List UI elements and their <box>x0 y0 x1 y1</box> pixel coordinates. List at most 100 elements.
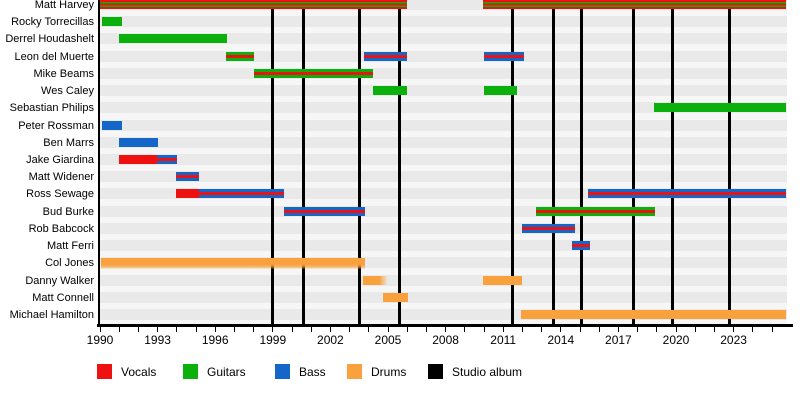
axis-tick <box>464 327 466 332</box>
bar-ben-marrs <box>119 137 158 147</box>
axis-tick <box>253 327 255 332</box>
x-axis-label: 1999 <box>259 333 287 347</box>
member-label: Matt Ferri <box>46 240 94 253</box>
bar-matt-harvey <box>100 0 408 9</box>
legend-label-guitars: Guitars <box>207 364 246 379</box>
member-row-band <box>100 171 787 183</box>
bar-matt-harvey <box>483 0 787 9</box>
legend-item-vocals: Vocals <box>97 364 156 379</box>
x-axis-label: 2014 <box>547 333 575 347</box>
x-axis-label: 2002 <box>317 333 344 347</box>
member-label: Col Jones <box>45 257 94 270</box>
axis-tick <box>617 327 619 332</box>
axis-tick <box>675 327 677 332</box>
bar-bud-burke <box>284 206 365 216</box>
axis-tick <box>483 327 485 332</box>
member-label: Rocky Torrecillas <box>11 16 94 29</box>
legend-label-studio-album: Studio album <box>452 364 523 379</box>
bar-leon-del-muerte <box>225 51 254 61</box>
x-axis-label: 2008 <box>432 333 459 347</box>
bar-matt-widener <box>175 172 199 182</box>
x-axis-label: 1996 <box>201 333 229 347</box>
axis-tick <box>176 327 178 332</box>
album-line <box>632 0 636 326</box>
axis-tick <box>214 327 216 332</box>
member-label: Jake Giardina <box>26 154 94 166</box>
x-axis-label: 2017 <box>605 333 632 347</box>
x-axis-label: 2005 <box>374 333 402 347</box>
member-label: Matt Harvey <box>34 0 94 11</box>
drums-swatch-icon <box>347 364 362 379</box>
bar-ross-sewage <box>587 189 787 199</box>
axis-tick <box>752 327 754 332</box>
axis-tick <box>541 327 543 332</box>
legend-item-studio-album: Studio album <box>428 364 522 379</box>
album-line <box>670 0 674 326</box>
bar-ross-sewage <box>175 189 199 199</box>
bar-matt-ferri <box>572 241 590 251</box>
bar-wes-caley <box>372 86 408 96</box>
axis-tick <box>157 327 159 332</box>
legend-label-bass: Bass <box>299 364 326 379</box>
axis-tick <box>771 327 773 332</box>
member-label: Leon del Muerte <box>14 50 95 63</box>
member-row-band <box>100 240 787 252</box>
member-label: Rob Babcock <box>28 222 94 235</box>
member-label: Wes Caley <box>41 85 94 98</box>
member-label: Derrel Houdashelt <box>5 33 94 46</box>
studio-album-swatch-icon <box>428 364 443 379</box>
member-label: Matt Widener <box>28 171 94 184</box>
x-axis-label: 1990 <box>86 333 114 347</box>
axis-tick <box>349 327 351 332</box>
member-label: Ben Marrs <box>43 136 94 149</box>
member-row-band <box>100 33 787 45</box>
album-line <box>580 0 584 326</box>
album-line <box>728 0 732 326</box>
bar-sebastian-philips <box>653 103 787 113</box>
bar-danny-walker <box>483 275 523 285</box>
axis-tick <box>502 327 504 332</box>
album-line <box>302 0 305 326</box>
member-row-band <box>100 309 787 320</box>
member-row-band <box>100 291 787 303</box>
album-line <box>398 0 401 326</box>
axis-tick <box>137 327 139 332</box>
guitars-swatch-icon <box>183 364 198 379</box>
vocals-swatch-icon <box>97 364 112 379</box>
member-row-band <box>100 50 787 62</box>
member-row-band <box>100 85 787 97</box>
axis-tick <box>445 327 447 332</box>
album-line <box>357 0 361 326</box>
axis-tick <box>637 327 639 332</box>
axis-tick <box>694 327 696 332</box>
bar-danny-walker <box>363 275 388 285</box>
bar-rocky-torrecillas <box>101 17 123 27</box>
plot-area <box>100 0 787 327</box>
album-line <box>551 0 555 326</box>
x-axis-label: 2020 <box>662 333 690 347</box>
legend-item-drums: Drums <box>347 364 406 379</box>
y-axis-line <box>98 0 100 327</box>
member-row-band <box>100 102 787 114</box>
bar-jake-giardina <box>156 155 177 164</box>
axis-tick <box>329 327 331 332</box>
bar-col-jones <box>101 257 365 269</box>
axis-tick <box>425 327 427 332</box>
axis-tick <box>406 327 408 332</box>
x-axis-label: 2023 <box>720 333 747 347</box>
x-axis-line <box>97 324 793 327</box>
axis-tick <box>118 327 120 332</box>
axis-tick <box>713 327 715 332</box>
member-label: Sebastian Philips <box>9 102 94 115</box>
legend-label-vocals: Vocals <box>121 364 157 379</box>
axis-tick <box>387 327 389 332</box>
legend-item-guitars: Guitars <box>183 364 246 379</box>
member-row-band <box>100 0 787 10</box>
axis-tick <box>99 327 101 332</box>
axis-tick <box>733 327 735 332</box>
member-row-band <box>100 274 787 286</box>
bar-bud-burke <box>535 206 655 216</box>
axis-tick <box>560 327 562 332</box>
axis-tick <box>656 327 658 332</box>
axis-tick <box>598 327 600 332</box>
